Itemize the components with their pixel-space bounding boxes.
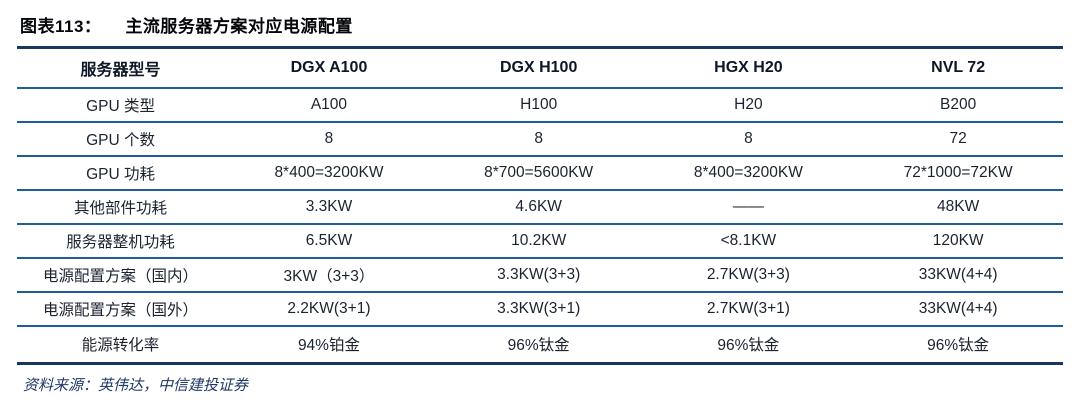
table-cell: 8 [433,121,644,157]
table-cell: B200 [853,87,1063,123]
row-label: GPU 类型 [17,87,225,123]
row-label: GPU 个数 [17,121,225,157]
table-cell: 3.3KW [224,189,434,225]
table-row-other-parts-power: 其他部件功耗 3.3KW 4.6KW —— 48KW [17,189,1063,225]
column-header-dgx-a100: DGX A100 [224,47,434,89]
table-cell: 48KW [853,189,1063,225]
table-cell: 72*1000=72KW [853,155,1063,191]
row-label: 能源转化率 [81,337,160,355]
table-row-server-total-power: 服务器整机功耗 6.5KW 10.2KW <8.1KW 120KW [17,223,1063,259]
column-header-nvl-72: NVL 72 [853,47,1063,89]
table-cell: 8 [224,121,434,157]
table-cell: 8*400=3200KW [643,155,854,191]
row-label: 电源配置方案（国内） [17,257,225,293]
table-cell: 2.7KW(3+1) [643,291,854,327]
table-cell: 96%钛金 [507,337,570,355]
table-cell: 8 [643,121,854,157]
figure-label: 图表113： [20,17,102,36]
row-label: GPU 功耗 [17,155,225,191]
column-header-hgx-h20: HGX H20 [643,47,854,89]
row-label: 其他部件功耗 [17,189,225,225]
table-cell: 2.7KW(3+3) [643,257,854,293]
table-row-energy-efficiency: 能源转化率 94%铂金 96%钛金 96%钛金 96%钛金 [17,326,1063,364]
table-cell: 3.3KW(3+3) [433,257,644,293]
table-header-row: 服务器型号 DGX A100 DGX H100 HGX H20 NVL 72 [17,47,1063,89]
figure-title: 主流服务器方案对应电源配置 [125,17,353,36]
row-label: 电源配置方案（国外） [17,291,225,327]
table-row-gpu-count: GPU 个数 8 8 8 72 [17,121,1063,157]
table-cell: 72 [853,121,1063,157]
table-cell: 6.5KW [224,223,434,259]
table-cell: 2.2KW(3+1) [224,291,434,327]
table-row-psu-config-domestic: 电源配置方案（国内） 3KW（3+3） 3.3KW(3+3) 2.7KW(3+3… [17,257,1063,293]
table-row-gpu-power: GPU 功耗 8*400=3200KW 8*700=5600KW 8*400=3… [17,155,1063,191]
figure-header: 图表113： 主流服务器方案对应电源配置 [17,6,1063,46]
table-cell: A100 [224,87,434,123]
table-row-gpu-type: GPU 类型 A100 H100 H20 B200 [17,87,1063,123]
table-cell: 33KW(4+4) [853,257,1063,293]
server-power-table: 服务器型号 DGX A100 DGX H100 HGX H20 NVL 72 G… [17,46,1063,365]
table-cell: 96%钛金 [717,337,780,355]
table-cell: 10.2KW [433,223,644,259]
column-header-server-model: 服务器型号 [17,47,225,89]
table-cell: 4.6KW [433,189,644,225]
table-cell: <8.1KW [643,223,854,259]
table-cell: H20 [643,87,854,123]
table-cell: 120KW [853,223,1063,259]
column-header-dgx-h100: DGX H100 [433,47,644,89]
table-cell: 8*400=3200KW [224,155,434,191]
table-cell: H100 [433,87,644,123]
row-label: 服务器整机功耗 [17,223,225,259]
table-cell: 94%铂金 [297,337,360,355]
table-row-psu-config-overseas: 电源配置方案（国外） 2.2KW(3+1) 3.3KW(3+1) 2.7KW(3… [17,291,1063,327]
table-cell: 33KW(4+4) [853,291,1063,327]
table-cell: 3.3KW(3+1) [433,291,644,327]
table-cell: 8*700=5600KW [433,155,644,191]
table-cell: 96%钛金 [927,337,990,355]
table-cell: 3KW（3+3） [224,257,434,293]
table-cell: —— [643,189,854,225]
source-note: 资料来源：英伟达，中信建投证券 [23,378,249,394]
